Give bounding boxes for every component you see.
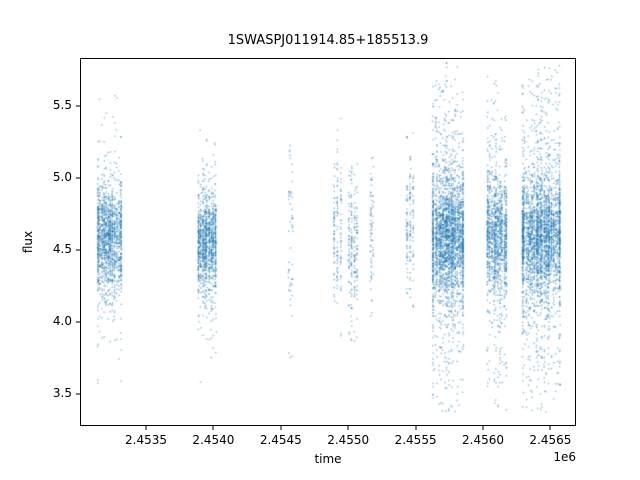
- x-tick-label: 2.4545: [259, 433, 302, 447]
- y-tick-label: 4.0: [52, 314, 72, 329]
- x-tick-label: 2.4560: [462, 433, 504, 447]
- x-tick-label: 2.4550: [327, 433, 370, 447]
- scatter-points-canvas: [80, 58, 576, 426]
- x-tick-mark: [347, 426, 349, 430]
- plot-area: [80, 58, 576, 426]
- y-tick-mark: [76, 321, 80, 323]
- x-tick-label: 2.4535: [125, 433, 168, 447]
- chart-title: 1SWASPJ011914.85+185513.9: [227, 33, 429, 48]
- y-tick-label: 3.5: [52, 386, 72, 401]
- x-tick-mark: [549, 426, 551, 430]
- x-axis-offset-label: 1e6: [553, 450, 576, 464]
- x-tick-mark: [280, 426, 282, 430]
- y-tick-mark: [76, 393, 80, 395]
- x-tick-mark: [415, 426, 417, 430]
- x-tick-label: 2.4565: [529, 433, 572, 447]
- y-tick-label: 5.5: [52, 97, 72, 112]
- x-tick-mark: [145, 426, 147, 430]
- y-tick-label: 4.5: [52, 241, 72, 256]
- x-tick-mark: [212, 426, 214, 430]
- y-tick-mark: [76, 177, 80, 179]
- x-axis-label: time: [314, 452, 342, 466]
- y-tick-mark: [76, 249, 80, 251]
- x-tick-label: 2.4555: [394, 433, 437, 447]
- y-tick-mark: [76, 105, 80, 107]
- y-tick-label: 5.0: [52, 169, 72, 184]
- x-tick-mark: [482, 426, 484, 430]
- x-tick-label: 2.4540: [192, 433, 235, 447]
